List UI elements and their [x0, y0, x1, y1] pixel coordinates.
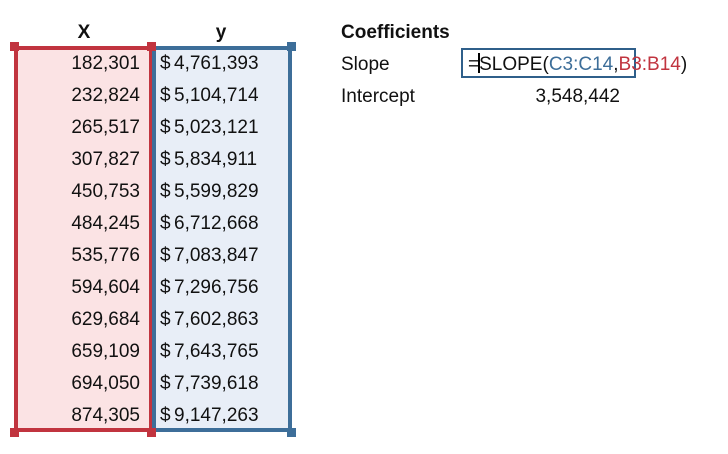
x-cell[interactable]: 659,109 — [71, 341, 140, 362]
y-cell[interactable]: $9,147,263 — [160, 400, 286, 432]
header-y[interactable]: y — [215, 22, 227, 43]
currency-symbol: $ — [160, 117, 171, 138]
x-cell[interactable]: 535,776 — [71, 245, 140, 266]
x-cell[interactable]: 629,684 — [71, 309, 140, 330]
x-cell[interactable]: 594,604 — [71, 277, 140, 298]
y-amount: 5,834,911 — [174, 149, 258, 170]
x-range-handle-top-right[interactable] — [147, 42, 156, 51]
y-amount: 9,147,263 — [174, 405, 259, 426]
currency-symbol: $ — [160, 149, 171, 170]
x-cell[interactable]: 232,824 — [71, 85, 140, 106]
header-x[interactable]: X — [77, 22, 91, 43]
y-cell[interactable]: $7,602,863 — [160, 304, 286, 336]
y-range-handle-top-right[interactable] — [287, 42, 296, 51]
currency-symbol: $ — [160, 181, 171, 202]
currency-symbol: $ — [160, 245, 171, 266]
y-amount: 7,296,756 — [174, 277, 259, 298]
x-range-handle-bottom-left[interactable] — [10, 428, 19, 437]
x-cell[interactable]: 874,305 — [71, 405, 140, 426]
y-amount: 7,602,863 — [174, 309, 259, 330]
slope-label[interactable]: Slope — [341, 54, 390, 75]
y-cell[interactable]: $5,599,829 — [160, 176, 286, 208]
currency-symbol: $ — [160, 405, 171, 426]
formula-ref-y: C3:C14 — [548, 54, 614, 75]
formula-equals: = — [468, 54, 480, 75]
formula-function: SLOPE( — [479, 54, 549, 75]
intercept-label[interactable]: Intercept — [341, 86, 415, 107]
coefficients-title[interactable]: Coefficients — [341, 22, 450, 43]
x-cell[interactable]: 265,517 — [71, 117, 140, 138]
x-cell[interactable]: 307,827 — [71, 149, 140, 170]
slope-formula[interactable]: =SLOPE(C3:C14,B3:B14) — [468, 49, 687, 81]
x-cell[interactable]: 450,753 — [71, 181, 140, 202]
y-cell[interactable]: $4,761,393 — [160, 48, 286, 80]
y-amount: 4,761,393 — [174, 53, 259, 74]
formula-ref-x: B3:B14 — [618, 54, 681, 75]
currency-symbol: $ — [160, 53, 171, 74]
y-amount: 5,023,121 — [174, 117, 259, 138]
currency-symbol: $ — [160, 85, 171, 106]
y-cell[interactable]: $6,712,668 — [160, 208, 286, 240]
y-cell[interactable]: $5,834,911 — [160, 144, 286, 176]
y-amount: 7,083,847 — [174, 245, 259, 266]
text-cursor — [478, 53, 481, 73]
y-cell[interactable]: $5,023,121 — [160, 112, 286, 144]
x-cell[interactable]: 484,245 — [71, 213, 140, 234]
currency-symbol: $ — [160, 213, 171, 234]
currency-symbol: $ — [160, 373, 171, 394]
y-range-highlight — [152, 46, 292, 432]
y-amount: 5,104,714 — [174, 85, 259, 106]
y-cell[interactable]: $7,643,765 — [160, 336, 286, 368]
y-amount: 5,599,829 — [174, 181, 259, 202]
formula-separator: , — [613, 54, 619, 75]
y-column: $4,761,393 $5,104,714 $5,023,121 $5,834,… — [160, 48, 286, 432]
x-cell[interactable]: 182,301 — [71, 53, 140, 74]
currency-symbol: $ — [160, 277, 171, 298]
x-range-handle-top-left[interactable] — [10, 42, 19, 51]
formula-close: ) — [680, 54, 688, 75]
currency-symbol: $ — [160, 341, 171, 362]
intercept-value[interactable]: 3,548,442 — [535, 86, 620, 107]
y-amount: 7,739,618 — [174, 373, 259, 394]
y-amount: 7,643,765 — [174, 341, 259, 362]
y-cell[interactable]: $7,296,756 — [160, 272, 286, 304]
x-cell[interactable]: 694,050 — [71, 373, 140, 394]
active-cell-editor[interactable] — [461, 48, 636, 78]
y-amount: 6,712,668 — [174, 213, 259, 234]
x-range-highlight — [14, 46, 153, 432]
x-column: 182,301 232,824 265,517 307,827 450,753 … — [18, 48, 140, 432]
y-cell[interactable]: $7,739,618 — [160, 368, 286, 400]
y-range-handle-bottom-right[interactable] — [287, 428, 296, 437]
y-cell[interactable]: $5,104,714 — [160, 80, 286, 112]
currency-symbol: $ — [160, 309, 171, 330]
x-range-handle-bottom-right[interactable] — [147, 428, 156, 437]
y-cell[interactable]: $7,083,847 — [160, 240, 286, 272]
